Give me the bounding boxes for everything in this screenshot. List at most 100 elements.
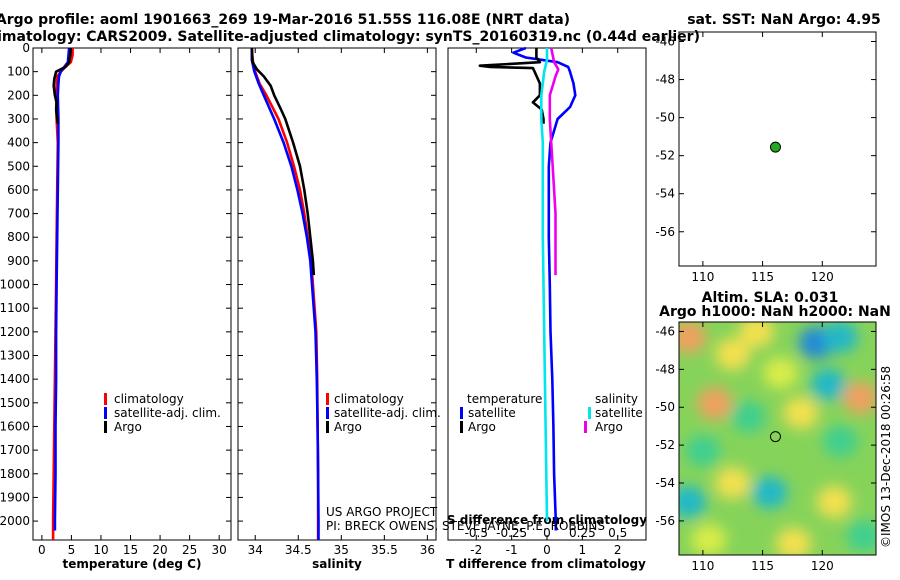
legend-title-salinity: salinity <box>595 392 638 406</box>
map2-title-line-2: Argo h1000: NaN h2000: NaN <box>659 304 891 320</box>
x-tick-label: 30 <box>212 543 227 557</box>
y-tick-label: 1400 <box>0 372 30 386</box>
x-tick-label: 0 <box>38 543 46 557</box>
sla-blob <box>679 485 707 518</box>
sst-map-panel: -46 -48 -50 -52 -54 -56 110 115 120 <box>655 31 877 284</box>
x-tick-label: -1 <box>506 543 518 557</box>
x-tick-label: 120 <box>811 270 834 284</box>
x-axis-label: T difference from climatology <box>446 557 646 571</box>
y-tick-label: -48 <box>655 73 675 87</box>
sla-blob <box>822 322 858 354</box>
y-tick-label: 400 <box>7 136 30 150</box>
x-tick-label: 120 <box>811 559 834 573</box>
float-position-marker <box>769 431 781 443</box>
temperature-legend: climatology satellite-adj. clim. Argo <box>104 392 221 434</box>
legend-swatch-climatology <box>104 393 107 405</box>
series-argo <box>250 47 316 276</box>
y-tick-label: 1900 <box>0 490 30 504</box>
x-tick-label: 110 <box>691 270 714 284</box>
y-tick-label: 1200 <box>0 325 30 339</box>
y-tick-label: 2000 <box>0 514 30 528</box>
x-tick-label: 0 <box>543 543 551 557</box>
x-tick-label: 115 <box>751 270 774 284</box>
legend-label-argo: Argo <box>114 420 142 434</box>
y-tick-label: 300 <box>7 112 30 126</box>
x-tick-label: 2 <box>614 543 622 557</box>
y-tick-label: -46 <box>655 324 675 338</box>
sla-blobs <box>679 322 876 555</box>
sla-blob <box>697 387 733 420</box>
x-tick-label: 35.5 <box>371 543 398 557</box>
y-tick-label: 1100 <box>0 301 30 315</box>
legend-label-argo-temperature: Argo <box>468 420 496 434</box>
sla-blob <box>691 523 727 555</box>
x-tick-label: 10 <box>93 543 108 557</box>
sla-blob <box>783 396 819 429</box>
legend-label-satellite-salinity: satellite <box>595 406 643 420</box>
y-tick-label: 200 <box>7 88 30 102</box>
x-tick-label: 25 <box>182 543 197 557</box>
sla-blob <box>715 467 751 500</box>
salinity-profile-panel: 34 34.5 35 35.5 36 salinity <box>237 47 437 571</box>
salinity-legend: climatology satellite-adj. clim. Argo <box>326 392 441 434</box>
credit-pi: PI: BRECK OWENS, STEVE JAYNE, P.E. ROBBI… <box>326 519 605 533</box>
temperature-profile-panel: 0100200300400500600700800900100011001200… <box>0 41 232 571</box>
difference-panel: -2 -1 0 1 2-0.5 -0.25 0 0.25 0.5S difference fro… <box>446 46 647 571</box>
series-argo-salinity <box>548 47 560 276</box>
legend-swatch-argo <box>104 421 107 433</box>
legend-label-argo-salinity: Argo <box>595 420 623 434</box>
legend-swatch-satellite <box>326 407 329 419</box>
series-argo <box>52 47 73 124</box>
y-tick-label: 700 <box>7 207 30 221</box>
map2-title-line-1: Altim. SLA: 0.031 <box>702 290 839 306</box>
x-tick-label: 5 <box>68 543 76 557</box>
y-tick-label: -56 <box>655 225 675 239</box>
y-tick-label: 0 <box>22 41 30 55</box>
s-tick-label: 0.25 <box>569 526 596 540</box>
x-tick-label: 110 <box>691 559 714 573</box>
series-satellite-salinity <box>539 48 549 522</box>
y-tick-label: 500 <box>7 159 30 173</box>
y-tick-label: -54 <box>655 187 675 201</box>
s-tick-label: 0 <box>543 526 551 540</box>
legend-label-satellite-temperature: satellite <box>468 406 516 420</box>
x-axis-label: salinity <box>312 557 362 571</box>
series-satellite-adj-clim <box>250 48 320 540</box>
y-tick-label: -48 <box>655 362 675 376</box>
credit-project: US ARGO PROJECT <box>326 505 438 519</box>
y-tick-label: 1600 <box>0 419 30 433</box>
map1-title: sat. SST: NaN Argo: 4.95 <box>687 12 881 28</box>
x-tick-label: 35 <box>334 543 349 557</box>
s-tick-label: 0.5 <box>608 526 627 540</box>
sla-blob <box>822 425 858 458</box>
x-tick-label: 34.5 <box>285 543 312 557</box>
map-frame <box>678 321 877 556</box>
s-tick-label: -0.5 <box>465 526 488 540</box>
y-tick-label: 900 <box>7 254 30 268</box>
legend-swatch-argo <box>326 421 329 433</box>
legend-swatch-argo-salinity <box>584 421 587 433</box>
y-tick-label: 1700 <box>0 443 30 457</box>
sla-blob <box>776 527 812 555</box>
y-tick-label: -54 <box>655 476 675 490</box>
sla-blob <box>816 485 852 518</box>
x-tick-label: 115 <box>751 559 774 573</box>
float-position-marker <box>769 141 781 153</box>
sla-blob <box>685 434 721 467</box>
sla-blob <box>846 520 876 553</box>
sla-field <box>679 322 876 555</box>
legend-swatch-satellite <box>104 407 107 419</box>
title-line-2: Climatology: CARS2009. Satellite-adjuste… <box>0 29 700 45</box>
plot-frame <box>32 47 232 541</box>
y-tick-label: -50 <box>655 400 675 414</box>
y-tick-label: 600 <box>7 183 30 197</box>
x-tick-label: 34 <box>248 543 263 557</box>
x-tick-label: 1 <box>579 543 587 557</box>
legend-swatch-satellite-salinity <box>588 407 591 419</box>
plot-frame <box>237 47 437 541</box>
y-tick-label: -46 <box>655 35 675 49</box>
y-tick-label: 100 <box>7 65 30 79</box>
x-tick-label: -2 <box>470 543 482 557</box>
y-tick-label: 1300 <box>0 349 30 363</box>
